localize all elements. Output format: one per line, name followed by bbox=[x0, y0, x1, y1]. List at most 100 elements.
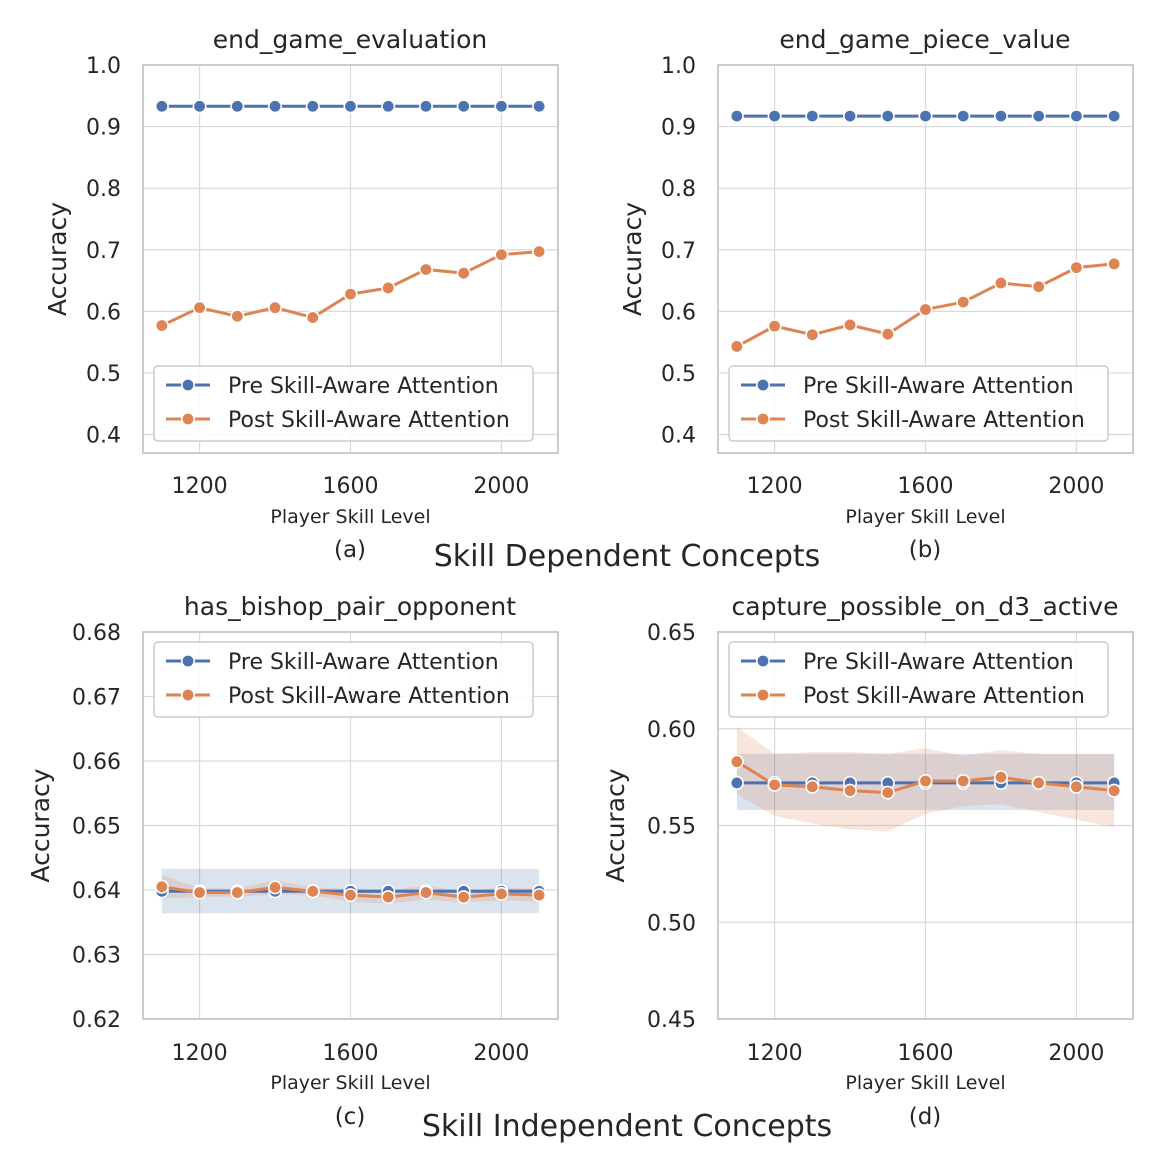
plot-frame bbox=[142, 64, 559, 454]
x-axis-label: Player Skill Level bbox=[845, 1072, 1005, 1094]
data-point-pre bbox=[918, 109, 933, 124]
data-point-pre bbox=[843, 109, 858, 124]
legend-swatch-marker bbox=[755, 377, 770, 392]
data-point-post bbox=[305, 884, 320, 899]
data-point-post bbox=[456, 266, 471, 281]
data-point-pre bbox=[192, 99, 207, 114]
y-tick-label: 0.5 bbox=[661, 362, 696, 387]
x-tick-label: 1600 bbox=[323, 474, 379, 499]
chart-panel-4: 0.45 0.50 0.55 0.60 0.65 1200 1600 2000 capture_… bbox=[601, 592, 1134, 1130]
x-tick-label: 2000 bbox=[1048, 474, 1104, 499]
legend-swatch-marker bbox=[181, 653, 196, 668]
x-tick-label: 1600 bbox=[898, 1041, 954, 1066]
legend: Pre Skill-Aware Attention Post Skill-Awar… bbox=[153, 365, 534, 442]
data-point-post bbox=[532, 888, 547, 903]
data-point-post bbox=[767, 319, 782, 334]
legend-swatch-marker bbox=[755, 687, 770, 702]
data-point-pre bbox=[230, 99, 245, 114]
y-tick-label: 0.63 bbox=[72, 944, 121, 969]
data-point-pre bbox=[729, 109, 744, 124]
legend-label-post: Post Skill-Aware Attention bbox=[803, 408, 1085, 433]
data-point-post bbox=[843, 317, 858, 332]
x-tick-label: 1200 bbox=[747, 474, 803, 499]
data-point-pre bbox=[805, 109, 820, 124]
panel-sublabel: (b) bbox=[909, 537, 942, 563]
data-point-post bbox=[805, 327, 820, 342]
data-point-pre bbox=[1031, 109, 1046, 124]
data-point-pre bbox=[343, 99, 358, 114]
x-axis-label: Player Skill Level bbox=[845, 506, 1005, 528]
data-point-post bbox=[268, 300, 283, 315]
x-axis-label: Player Skill Level bbox=[270, 506, 430, 528]
chart-panel-2: 0.4 0.5 0.6 0.7 0.8 0.9 1.0 1200 1600 2000 end_gam… bbox=[618, 25, 1134, 563]
y-tick-label: 0.67 bbox=[72, 686, 121, 711]
x-tick-label: 1200 bbox=[172, 1041, 228, 1066]
y-tick-label: 0.55 bbox=[647, 815, 696, 840]
data-point-pre bbox=[268, 99, 283, 114]
y-tick-label: 0.60 bbox=[647, 718, 696, 743]
y-tick-label: 0.65 bbox=[647, 621, 696, 646]
y-axis-label: Accuracy bbox=[43, 202, 72, 316]
data-point-post bbox=[343, 888, 358, 903]
data-point-post bbox=[456, 890, 471, 905]
data-point-post bbox=[192, 885, 207, 900]
data-point-post bbox=[880, 785, 895, 800]
data-point-post bbox=[494, 247, 509, 262]
x-tick-label: 2000 bbox=[473, 474, 529, 499]
data-point-post bbox=[381, 280, 396, 295]
data-point-post bbox=[1107, 256, 1122, 271]
legend-swatch-marker bbox=[181, 411, 196, 426]
y-tick-label: 0.7 bbox=[661, 239, 696, 264]
data-point-post bbox=[880, 327, 895, 342]
legend-box bbox=[153, 641, 534, 718]
data-point-post bbox=[918, 773, 933, 788]
y-tick-label: 0.50 bbox=[647, 911, 696, 936]
data-point-post bbox=[918, 302, 933, 317]
data-point-post bbox=[993, 276, 1008, 291]
plot-frame bbox=[142, 631, 559, 1020]
panel-sublabel: (a) bbox=[334, 537, 366, 563]
y-tick-label: 0.8 bbox=[86, 177, 121, 202]
x-tick-label: 1600 bbox=[898, 474, 954, 499]
data-point-post bbox=[1069, 260, 1084, 275]
y-tick-label: 1.0 bbox=[86, 54, 121, 79]
data-point-post bbox=[993, 770, 1008, 785]
y-tick-label: 0.66 bbox=[72, 750, 121, 775]
panel-sublabel: (d) bbox=[909, 1104, 942, 1130]
legend-swatch-marker bbox=[755, 653, 770, 668]
legend-box bbox=[728, 365, 1109, 442]
data-point-pre bbox=[956, 109, 971, 124]
y-tick-label: 0.8 bbox=[661, 177, 696, 202]
data-point-pre bbox=[154, 99, 169, 114]
legend-label-pre: Pre Skill-Aware Attention bbox=[803, 374, 1074, 399]
data-point-pre bbox=[418, 99, 433, 114]
y-tick-label: 0.5 bbox=[86, 362, 121, 387]
y-tick-label: 0.45 bbox=[647, 1008, 696, 1033]
y-tick-label: 0.6 bbox=[661, 300, 696, 325]
chart-title: end_game_piece_value bbox=[779, 25, 1070, 54]
y-axis-label: Accuracy bbox=[618, 202, 647, 316]
y-tick-label: 0.9 bbox=[661, 116, 696, 141]
plot-frame bbox=[717, 64, 1134, 454]
data-point-post bbox=[532, 244, 547, 259]
legend-label-pre: Pre Skill-Aware Attention bbox=[803, 650, 1074, 675]
legend-swatch-marker bbox=[181, 687, 196, 702]
data-point-post bbox=[305, 310, 320, 325]
legend-box bbox=[153, 365, 534, 442]
legend-swatch-marker bbox=[181, 377, 196, 392]
x-tick-label: 2000 bbox=[1048, 1041, 1104, 1066]
data-point-post bbox=[843, 783, 858, 798]
data-point-post bbox=[154, 318, 169, 333]
chart-title: capture_possible_on_d3_active bbox=[732, 592, 1119, 621]
data-point-post bbox=[805, 779, 820, 794]
data-point-post bbox=[767, 777, 782, 792]
data-point-post bbox=[381, 890, 396, 905]
x-tick-label: 2000 bbox=[473, 1041, 529, 1066]
panel-sublabel: (c) bbox=[335, 1104, 366, 1130]
legend-swatch-marker bbox=[755, 411, 770, 426]
y-tick-label: 0.65 bbox=[72, 815, 121, 840]
legend: Pre Skill-Aware Attention Post Skill-Awar… bbox=[153, 641, 534, 718]
chart-panel-1: 0.4 0.5 0.6 0.7 0.8 0.9 1.0 1200 1600 2000 end_gam… bbox=[43, 25, 559, 563]
legend-label-pre: Pre Skill-Aware Attention bbox=[228, 374, 499, 399]
